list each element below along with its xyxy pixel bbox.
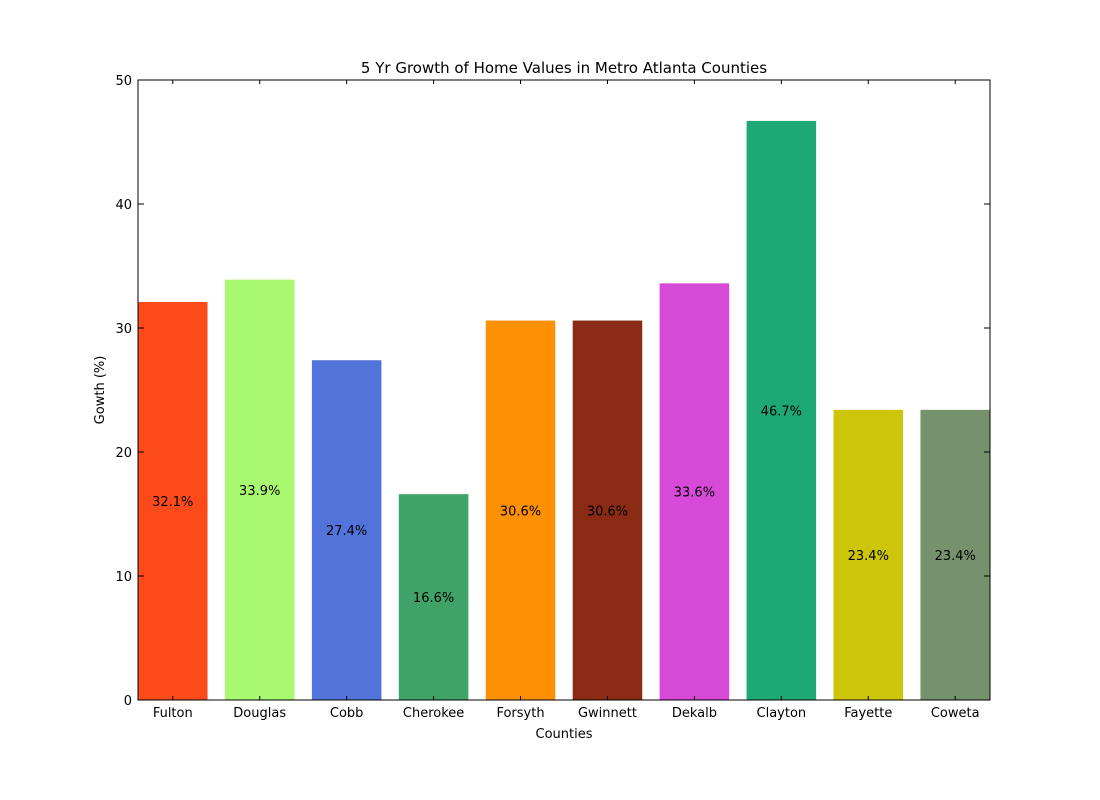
x-tick-label-forsyth: Forsyth — [496, 706, 544, 721]
data-label-forsyth: 30.6% — [500, 504, 541, 519]
x-tick-label-fulton: Fulton — [153, 706, 193, 721]
bar-dekalb — [659, 283, 730, 700]
bar-coweta — [920, 409, 990, 700]
data-label-fayette: 23.4% — [848, 549, 889, 564]
y-tick-label-20: 20 — [115, 446, 132, 461]
chart-title: 5 Yr Growth of Home Values in Metro Atla… — [361, 59, 767, 77]
x-tick-label-cherokee: Cherokee — [403, 706, 464, 721]
x-tick-label-cobb: Cobb — [330, 706, 364, 721]
x-tick-label-douglas: Douglas — [233, 706, 286, 721]
y-tick-label-10: 10 — [115, 570, 132, 585]
x-tick-label-coweta: Coweta — [931, 706, 980, 721]
data-label-coweta: 23.4% — [935, 549, 976, 564]
bar-cobb — [311, 360, 382, 700]
x-axis: Fulton Douglas Cobb Cherokee Forsyth Gwinnett… — [153, 80, 980, 721]
data-label-gwinnett: 30.6% — [587, 504, 628, 519]
data-label-dekalb: 33.6% — [674, 486, 715, 501]
data-label-cobb: 27.4% — [326, 524, 367, 539]
y-axis-label: Gowth (%) — [93, 356, 108, 425]
data-labels-group: 32.1% 33.9% 27.4% 16.6% 30.6% 30.6% 33.6% 46.7%… — [152, 404, 976, 606]
data-label-clayton: 46.7% — [761, 404, 802, 419]
plot-frame — [137, 79, 991, 701]
bar-cherokee — [398, 494, 469, 700]
bar-fayette — [833, 409, 904, 700]
x-tick-label-gwinnett: Gwinnett — [578, 706, 637, 721]
bar-fulton — [138, 301, 208, 700]
bar-clayton — [746, 120, 817, 701]
data-label-douglas: 33.9% — [239, 484, 280, 499]
x-tick-label-dekalb: Dekalb — [672, 706, 717, 721]
y-tick-label-30: 30 — [115, 322, 132, 337]
y-tick-label-0: 0 — [124, 694, 132, 709]
data-label-cherokee: 16.6% — [413, 591, 454, 606]
x-axis-label: Counties — [536, 727, 593, 742]
y-tick-label-50: 50 — [115, 74, 132, 89]
y-tick-label-40: 40 — [115, 198, 132, 213]
data-label-fulton: 32.1% — [152, 495, 193, 510]
y-axis: 0 10 20 30 40 50 — [115, 74, 990, 709]
bar-douglas — [224, 279, 295, 700]
x-tick-label-clayton: Clayton — [757, 706, 807, 721]
bars-group — [138, 120, 990, 701]
bar-gwinnett — [572, 320, 643, 700]
bar-forsyth — [485, 320, 556, 700]
x-tick-label-fayette: Fayette — [844, 706, 892, 721]
